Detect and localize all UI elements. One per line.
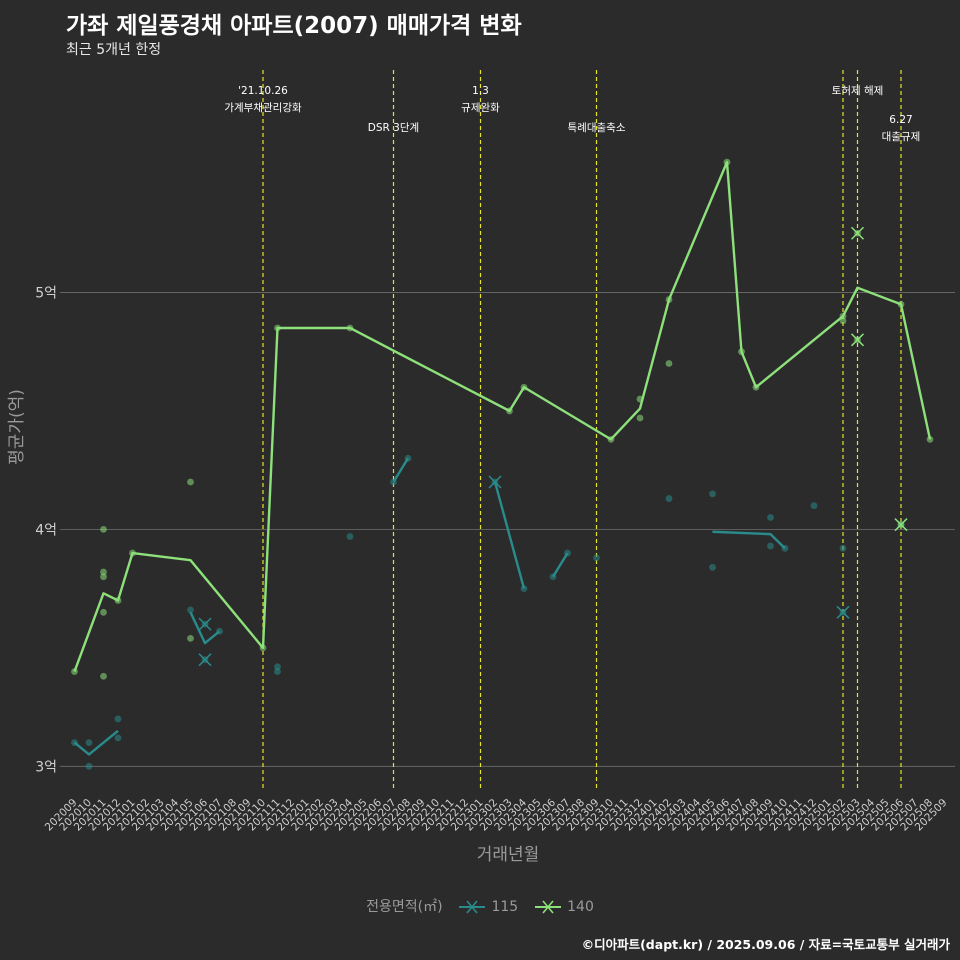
y-axis-label: 평균가(억) xyxy=(7,389,27,465)
x-axis-label: 거래년월 xyxy=(477,845,540,865)
series-line-115 xyxy=(493,481,526,589)
cancelled-marker-115 xyxy=(198,617,212,631)
event-label: 가계부채관리강화 xyxy=(224,102,302,114)
cancelled-marker-115 xyxy=(836,605,850,619)
cancelled-marker-115 xyxy=(488,475,502,489)
legend-title: 전용면적(㎡) xyxy=(366,899,443,915)
y-tick-label: 3억 xyxy=(35,759,57,775)
data-point-140 xyxy=(100,608,107,616)
data-point-115 xyxy=(593,554,600,562)
legend-label-115: 115 xyxy=(491,899,519,915)
data-point-140 xyxy=(187,634,194,642)
series-line-115 xyxy=(189,611,221,645)
data-point-115 xyxy=(187,606,194,614)
event-label: 1.3 xyxy=(472,85,489,97)
chart-title: 가좌 제일풍경채 아파트(2007) 매매가격 변화 xyxy=(66,13,522,39)
data-point-140 xyxy=(100,525,107,533)
data-point-115 xyxy=(114,734,122,742)
legend-item-115: 115 xyxy=(457,898,518,916)
data-point-140 xyxy=(100,573,107,581)
series-line-140 xyxy=(73,160,932,672)
data-point-115 xyxy=(767,542,774,550)
chart-subtitle: 최근 5개년 한정 xyxy=(66,42,162,58)
cancelled-marker-140 xyxy=(894,518,908,532)
cancelled-marker-140 xyxy=(850,226,865,240)
legend-item-140: 140 xyxy=(533,898,594,916)
data-point-115 xyxy=(114,715,122,723)
data-point-115 xyxy=(839,544,847,552)
event-label: DSR 3단계 xyxy=(368,122,419,134)
data-point-115 xyxy=(85,762,93,770)
legend: 전용면적(㎡) 115 140 xyxy=(0,896,960,916)
data-point-140 xyxy=(100,672,107,680)
data-point-115 xyxy=(810,502,818,510)
data-point-115 xyxy=(346,533,354,540)
data-point-115 xyxy=(709,563,716,571)
data-point-140 xyxy=(665,360,673,367)
data-point-115 xyxy=(274,663,281,671)
data-point-140 xyxy=(187,478,194,486)
legend-label-140: 140 xyxy=(567,899,594,915)
source-caption: ©디아파트(dapt.kr) / 2025.09.06 / 자료=국토교통부 실… xyxy=(581,937,950,952)
data-point-140 xyxy=(636,414,644,422)
series-line-115 xyxy=(73,729,119,756)
cancelled-marker-115 xyxy=(198,653,212,667)
legend-key-140-icon xyxy=(534,900,561,914)
data-point-140 xyxy=(100,568,107,576)
series-line-115 xyxy=(392,457,410,483)
event-label: 토허제 해제 xyxy=(832,84,884,97)
event-label: '21.10.26 xyxy=(238,85,288,97)
event-label: 대출규제 xyxy=(882,131,921,143)
event-label: 규제완화 xyxy=(461,101,500,114)
data-point-140 xyxy=(839,317,847,325)
data-point-115 xyxy=(767,514,774,521)
series-line-115 xyxy=(712,530,786,550)
y-tick-label: 5억 xyxy=(35,285,57,301)
y-tick-label: 4억 xyxy=(35,522,57,538)
cancelled-marker-140 xyxy=(850,333,865,347)
legend-key-115-icon xyxy=(459,900,486,914)
data-point-115 xyxy=(274,668,281,675)
data-point-115 xyxy=(709,490,716,498)
data-point-115 xyxy=(665,495,673,502)
event-label: 6.27 xyxy=(889,114,912,126)
series-line-115 xyxy=(551,552,569,578)
event-label: 특례대출축소 xyxy=(568,122,626,134)
data-point-115 xyxy=(85,739,93,747)
